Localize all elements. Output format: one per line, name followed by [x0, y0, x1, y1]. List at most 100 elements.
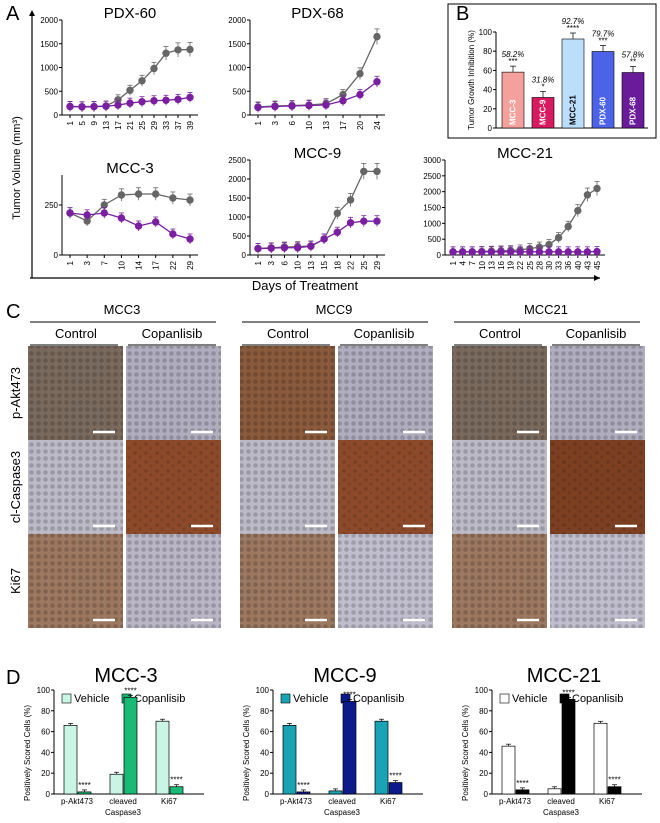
x-tick-label: cleaved	[328, 797, 356, 806]
data-point-treated	[134, 222, 143, 230]
y-axis-label: Positively Scored Cells (%)	[242, 705, 251, 801]
ihc-texture	[338, 534, 433, 628]
chart-title: MCC-3	[106, 160, 154, 177]
data-point-treated	[254, 103, 262, 112]
bar-vehicle	[155, 720, 170, 795]
y-tick-label: 2500	[228, 156, 246, 165]
data-point-treated	[322, 101, 330, 109]
bar-vehicle	[282, 725, 297, 795]
data-point-control	[83, 217, 91, 225]
y-tick-label: 1000	[40, 64, 58, 73]
data-point-control	[117, 191, 126, 199]
line-chart-mcc-3: MCC-3 0 250 1 3 7 10 14 17 22 29	[45, 160, 198, 270]
x-tick-label: 15	[320, 260, 329, 269]
bar-name-label: MCC-3	[509, 99, 518, 125]
bar-treated	[342, 701, 357, 795]
legend-label: Copanlisib	[572, 693, 623, 705]
legend-swatch-vehicle	[280, 693, 291, 704]
sig-label: *	[541, 82, 544, 91]
ihc-texture	[550, 346, 645, 440]
row-label: Ki67	[8, 568, 23, 594]
data-point-treated	[487, 248, 496, 256]
x-tick-label: 13	[307, 260, 316, 269]
legend-label: Vehicle	[512, 693, 547, 705]
data-point-treated	[254, 244, 262, 253]
x-tick-label: 1	[254, 120, 263, 125]
data-point-treated	[138, 98, 146, 106]
data-point-control	[138, 77, 146, 85]
y-tick-label: 0	[54, 111, 59, 120]
ihc-group-mcc9: MCC9 Control Copanlisib	[240, 302, 433, 628]
row-label: p-Akt473	[8, 367, 23, 419]
group-label: MCC9	[316, 302, 353, 317]
y-tick-label: 100	[479, 28, 493, 37]
data-point-treated	[574, 248, 582, 256]
chart-title: MCC-21	[497, 145, 553, 162]
data-point-control	[150, 64, 158, 73]
data-point-treated	[478, 248, 486, 256]
x-tick-label: 36	[564, 260, 573, 269]
legend-label: Vehicle	[293, 693, 328, 705]
sig-label: ****	[78, 781, 90, 790]
data-point-control	[162, 49, 170, 57]
y-tick-label: 40	[479, 748, 488, 757]
data-point-treated	[449, 248, 457, 256]
y-tick-label: 2000	[423, 188, 441, 197]
y-tick-label: 1000	[228, 213, 246, 222]
x-tick-label: cleaved	[547, 797, 575, 806]
y-tick-label: 80	[483, 47, 492, 56]
sig-label: ***	[598, 36, 607, 45]
y-tick-label: 60	[479, 728, 488, 737]
x-tick-label: 29	[373, 260, 382, 269]
x-tick-label: 45	[593, 260, 602, 269]
bar-treated	[607, 786, 622, 795]
panel-b: B Tumor Growth Inhibition (%) 0 20 40 60 80 100…	[447, 3, 657, 139]
data-point-treated	[305, 101, 313, 110]
y-tick-label: 40	[483, 86, 492, 95]
legend-swatch-vehicle	[61, 693, 72, 704]
data-point-treated	[114, 101, 122, 109]
data-point-treated	[83, 211, 91, 219]
y-tick-label: 60	[260, 728, 269, 737]
x-tick-label: 28	[535, 260, 544, 269]
data-point-treated	[100, 209, 108, 217]
pct-label: 79.7%	[592, 29, 615, 38]
sig-label: ***	[508, 57, 517, 66]
data-point-treated	[150, 97, 158, 105]
panel-label-a: A	[6, 3, 20, 25]
ihc-texture	[452, 440, 547, 534]
y-tick-label: 100	[37, 686, 51, 695]
data-point-treated	[373, 78, 381, 86]
data-point-control	[186, 45, 194, 54]
data-point-control	[134, 190, 143, 198]
condition-label: Copanlisib	[354, 326, 415, 341]
x-tick-label: 5	[78, 120, 87, 125]
bar-vehicle	[328, 790, 343, 795]
x-tick-label: 25	[360, 260, 369, 269]
data-point-treated	[307, 242, 315, 250]
bar-name-label: MCC-21	[569, 95, 578, 125]
data-point-control	[186, 196, 194, 204]
x-tick-label: 33	[555, 260, 564, 269]
legend-label: Copanlisib	[134, 693, 185, 705]
panel-a-yarrow	[29, 10, 35, 16]
bar-treated	[561, 699, 576, 795]
data-point-treated	[117, 214, 126, 222]
x-tick-label: 13	[487, 260, 496, 269]
x-tick-label: Ki67	[161, 797, 178, 806]
y-tick-label: 250	[45, 201, 59, 210]
data-point-treated	[360, 217, 368, 225]
y-tick-label: 1500	[40, 40, 58, 49]
ihc-texture	[550, 534, 645, 628]
data-point-treated	[66, 102, 74, 111]
x-tick-label: p-Akt473	[499, 797, 532, 806]
ihc-texture	[126, 440, 221, 534]
data-point-treated	[468, 248, 476, 256]
sig-label: ****	[516, 779, 528, 788]
chart-title: MCC-3	[94, 665, 157, 687]
bar-vehicle	[63, 725, 78, 795]
series-line-control	[257, 170, 377, 250]
row-label: cl-Caspase3	[8, 451, 23, 523]
pct-label: 92.7%	[562, 17, 585, 26]
